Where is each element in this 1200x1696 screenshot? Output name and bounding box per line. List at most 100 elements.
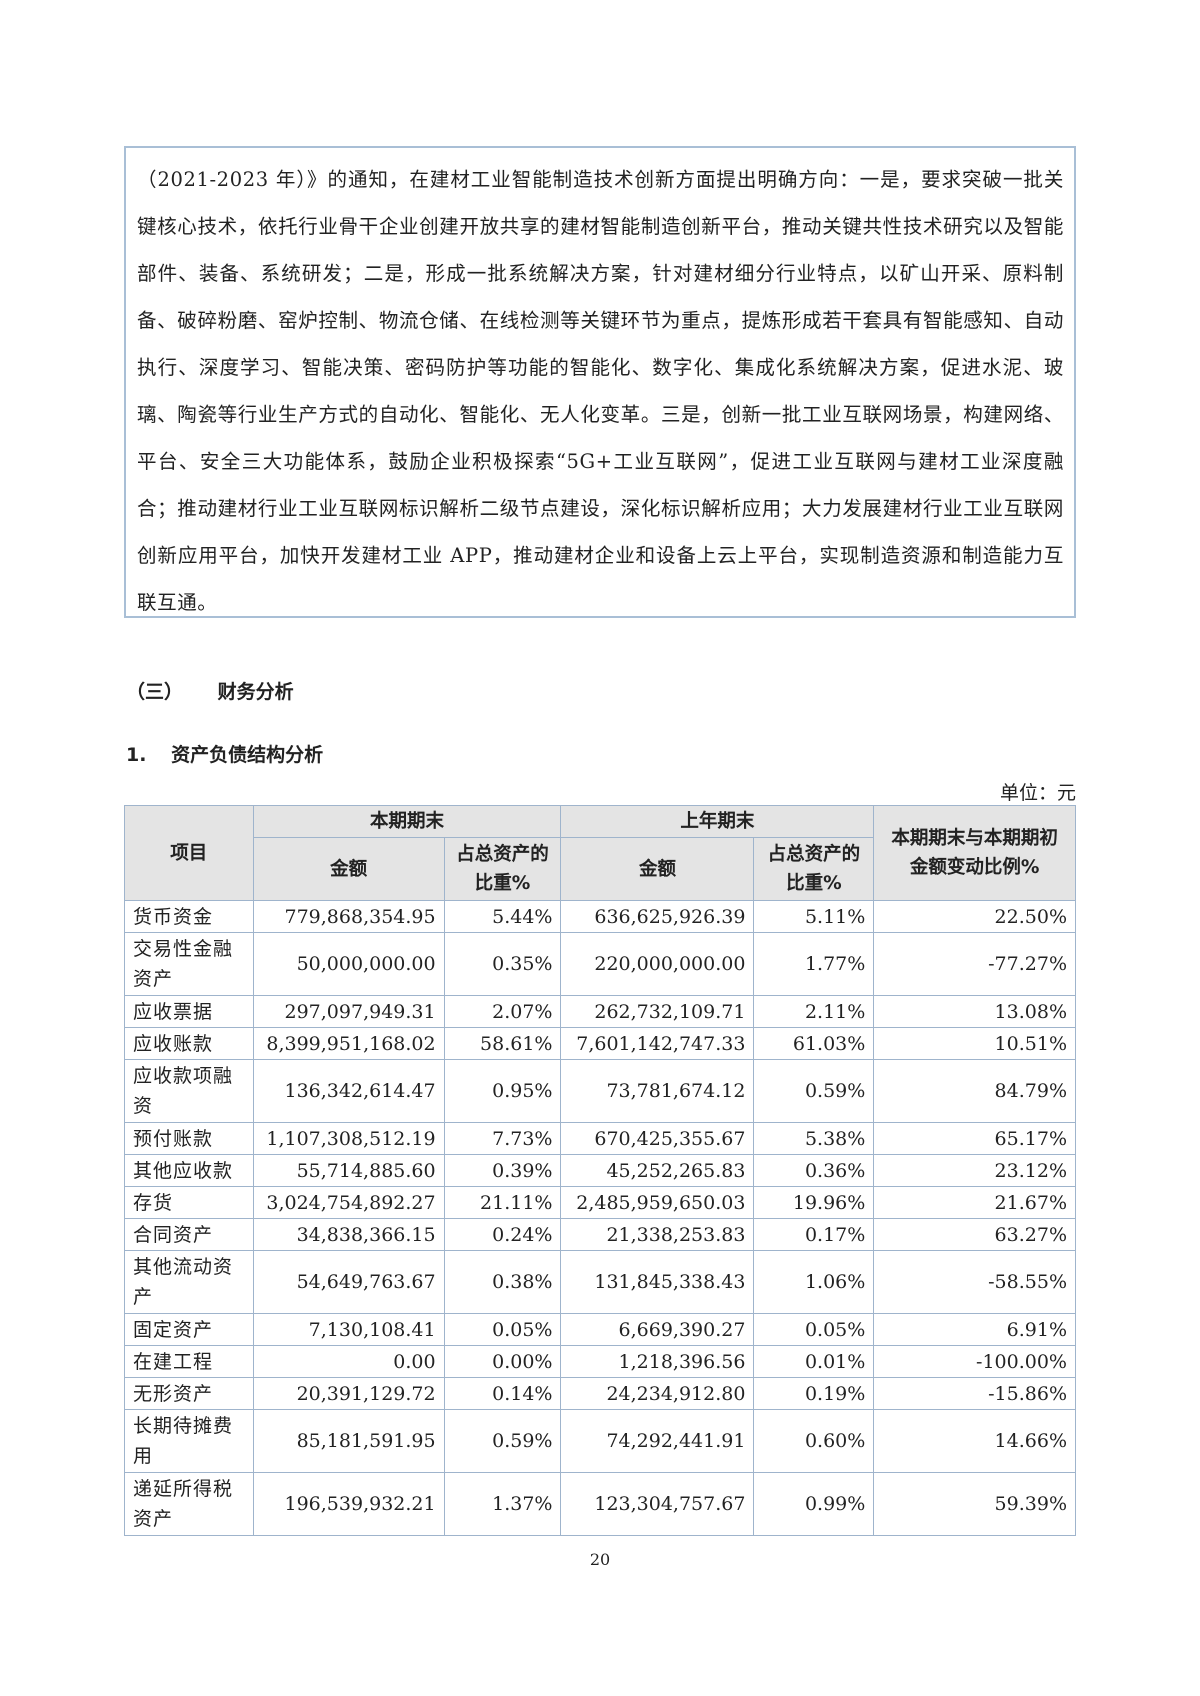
cell-change: -15.86% [873,1377,1076,1410]
cell-change: 10.51% [873,1027,1076,1060]
cell-current-amount: 8,399,951,168.02 [252,1027,445,1060]
cell-current-amount: 50,000,000.00 [252,932,445,996]
cell-previous-amount: 6,669,390.27 [560,1313,755,1346]
cell-current-amount: 7,130,108.41 [252,1313,445,1346]
table-row: 交易性金融资产 50,000,000.00 0.35% 220,000,000.00 1… [124,932,1076,996]
cell-previous-ratio: 61.03% [753,1027,875,1060]
cell-previous-ratio: 1.06% [753,1250,875,1314]
cell-current-amount: 3,024,754,892.27 [252,1186,445,1219]
cell-previous-ratio: 5.11% [753,900,875,933]
section-heading: （三） 财务分析 [126,677,294,704]
cell-current-ratio: 0.35% [443,932,562,996]
subsection-title: 资产负债结构分析 [171,744,324,766]
cell-item: 应收票据 [124,995,254,1028]
table-row: 其他应收款 55,714,885.60 0.39% 45,252,265.83 0.36… [124,1154,1076,1187]
table-row: 合同资产 34,838,366.15 0.24% 21,338,253.83 0.17%… [124,1218,1076,1251]
cell-item: 无形资产 [124,1377,254,1410]
box-paragraph: （2021-2023 年）》的通知，在建材工业智能制造技术创新方面提出明确方向：… [137,168,1064,614]
header-current-ratio: 占总资产的比重% [443,837,562,901]
section-number: （三） [126,681,184,703]
cell-change: -100.00% [873,1345,1076,1378]
cell-item: 应收账款 [124,1027,254,1060]
cell-previous-ratio: 0.60% [753,1409,875,1473]
cell-previous-ratio: 1.77% [753,932,875,996]
cell-current-amount: 34,838,366.15 [252,1218,445,1251]
cell-current-ratio: 0.14% [443,1377,562,1410]
cell-previous-ratio: 0.05% [753,1313,875,1346]
cell-previous-ratio: 19.96% [753,1186,875,1219]
cell-current-ratio: 0.24% [443,1218,562,1251]
header-previous-ratio: 占总资产的比重% [753,837,875,901]
cell-previous-ratio: 2.11% [753,995,875,1028]
cell-item: 货币资金 [124,900,254,933]
cell-change: 13.08% [873,995,1076,1028]
cell-current-amount: 136,342,614.47 [252,1059,445,1123]
cell-change: 22.50% [873,900,1076,933]
cell-current-ratio: 0.39% [443,1154,562,1187]
cell-previous-amount: 7,601,142,747.33 [560,1027,755,1060]
cell-item: 交易性金融资产 [124,932,254,996]
cell-previous-ratio: 0.59% [753,1059,875,1123]
cell-item: 在建工程 [124,1345,254,1378]
cell-previous-ratio: 0.99% [753,1472,875,1536]
cell-current-ratio: 7.73% [443,1122,562,1155]
cell-current-ratio: 0.59% [443,1409,562,1473]
cell-current-ratio: 0.00% [443,1345,562,1378]
cell-previous-ratio: 0.17% [753,1218,875,1251]
cell-previous-amount: 262,732,109.71 [560,995,755,1028]
cell-item: 预付账款 [124,1122,254,1155]
cell-change: 14.66% [873,1409,1076,1473]
cell-current-ratio: 58.61% [443,1027,562,1060]
cell-current-amount: 0.00 [252,1345,445,1378]
unit-label: 单位：元 [999,782,1076,804]
table-row: 预付账款 1,107,308,512.19 7.73% 670,425,355.67 5… [124,1122,1076,1155]
cell-previous-amount: 73,781,674.12 [560,1059,755,1123]
header-previous: 上年期末 [560,805,875,838]
cell-previous-ratio: 5.38% [753,1122,875,1155]
cell-previous-amount: 2,485,959,650.03 [560,1186,755,1219]
cell-previous-amount: 21,338,253.83 [560,1218,755,1251]
table-row: 在建工程 0.00 0.00% 1,218,396.56 0.01% -100.00% [124,1345,1076,1378]
cell-change: 65.17% [873,1122,1076,1155]
table-row: 无形资产 20,391,129.72 0.14% 24,234,912.80 0.19%… [124,1377,1076,1410]
header-previous-amount: 金额 [560,837,755,901]
cell-current-amount: 297,097,949.31 [252,995,445,1028]
cell-previous-ratio: 0.19% [753,1377,875,1410]
cell-item: 固定资产 [124,1313,254,1346]
cell-previous-amount: 45,252,265.83 [560,1154,755,1187]
cell-item: 递延所得税资产 [124,1472,254,1536]
cell-current-ratio: 0.95% [443,1059,562,1123]
cell-current-amount: 55,714,885.60 [252,1154,445,1187]
cell-previous-ratio: 0.01% [753,1345,875,1378]
cell-current-amount: 1,107,308,512.19 [252,1122,445,1155]
cell-previous-amount: 1,218,396.56 [560,1345,755,1378]
cell-previous-amount: 220,000,000.00 [560,932,755,996]
cell-previous-amount: 74,292,441.91 [560,1409,755,1473]
cell-change: 6.91% [873,1313,1076,1346]
header-current-amount: 金额 [252,837,445,901]
cell-change: -77.27% [873,932,1076,996]
cell-change: 84.79% [873,1059,1076,1123]
cell-current-amount: 779,868,354.95 [252,900,445,933]
cell-current-ratio: 0.05% [443,1313,562,1346]
cell-current-amount: 196,539,932.21 [252,1472,445,1536]
table-row: 递延所得税资产 196,539,932.21 1.37% 123,304,757.67… [124,1472,1076,1536]
subsection-number: 1. [126,744,147,766]
table-row: 其他流动资产 54,649,763.67 0.38% 131,845,338.43 1.… [124,1250,1076,1314]
table-row: 应收账款 8,399,951,168.02 58.61% 7,601,142,747.… [124,1027,1076,1060]
cell-item: 应收款项融资 [124,1059,254,1123]
cell-previous-ratio: 0.36% [753,1154,875,1187]
cell-change: 23.12% [873,1154,1076,1187]
cell-current-ratio: 5.44% [443,900,562,933]
cell-item: 其他应收款 [124,1154,254,1187]
header-change: 本期期末与本期期初金额变动比例% [873,805,1076,901]
header-current: 本期期末 [252,805,562,838]
cell-current-ratio: 0.38% [443,1250,562,1314]
cell-current-ratio: 1.37% [443,1472,562,1536]
balance-sheet-table: 项目 本期期末 上年期末 本期期末与本期期初金额变动比例% 金额 占总资产的比重… [124,805,1076,1536]
cell-item: 合同资产 [124,1218,254,1251]
header-item: 项目 [124,805,254,901]
table-row: 应收款项融资 136,342,614.47 0.95% 73,781,674.12 0.… [124,1059,1076,1123]
table-row: 货币资金 779,868,354.95 5.44% 636,625,926.39 5.1… [124,900,1076,933]
cell-current-amount: 54,649,763.67 [252,1250,445,1314]
